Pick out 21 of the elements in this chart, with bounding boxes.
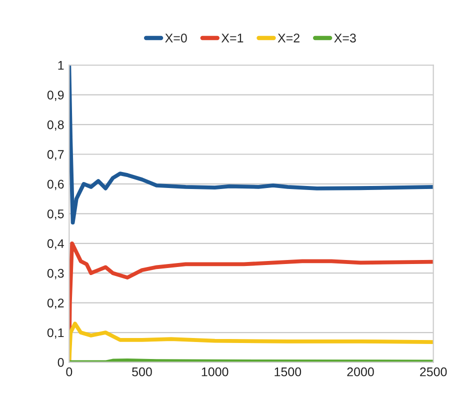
y-tick-label: 1 — [58, 61, 64, 70]
x-tick-label: 500 — [132, 367, 152, 376]
legend-label: X=2 — [278, 34, 300, 42]
y-tick-label: 0,8 — [47, 120, 64, 131]
y-tick-label: 0,7 — [47, 150, 64, 160]
x-tick-label: 0 — [66, 367, 72, 376]
legend-label: X=3 — [334, 34, 356, 42]
y-tick-label: 0,2 — [47, 298, 64, 309]
y-tick-label: 0 — [58, 358, 64, 367]
y-tick-label: 0,5 — [47, 209, 64, 220]
y-tick-label: 0,1 — [47, 328, 64, 339]
y-tick-label: 0,3 — [47, 268, 64, 280]
x-tick-label: 1500 — [274, 367, 302, 376]
legend-label: X=0 — [165, 34, 187, 42]
y-tick-label: 0,4 — [47, 239, 64, 250]
y-tick-label: 0,9 — [47, 90, 64, 101]
x-tick-label: 2500 — [420, 367, 447, 376]
legend-label: X=1 — [221, 34, 244, 42]
x-tick-label: 1000 — [202, 367, 228, 376]
x-tick-label: 2000 — [347, 367, 374, 376]
y-tick-label: 0,6 — [47, 180, 64, 190]
